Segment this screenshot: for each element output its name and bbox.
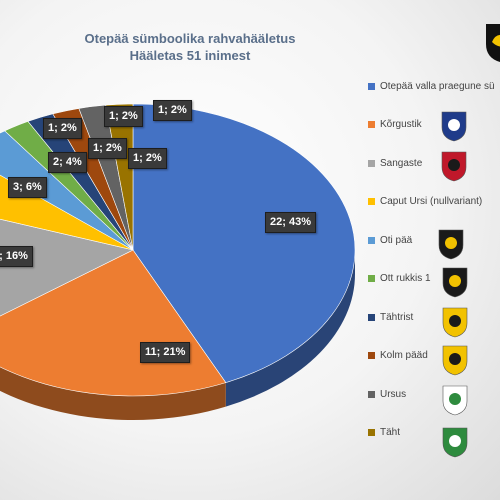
- pie-slice-1: [132, 103, 356, 383]
- three-heads-crest-icon: [442, 345, 468, 376]
- chart-title: Otepää sümboolika rahvahääletus: [84, 31, 296, 46]
- star-bear-crest-icon: [442, 427, 468, 458]
- data-label: 2; 4%: [48, 152, 87, 173]
- data-label: 1; 2%: [153, 100, 192, 121]
- legend-swatch: [368, 429, 375, 436]
- legend-item: Oti pää: [368, 232, 412, 248]
- data-label: 1; 2%: [104, 106, 143, 127]
- legend-label: Ott rukkis 1: [380, 273, 431, 284]
- legend-item: Sangaste: [368, 155, 422, 171]
- data-label: 1; 2%: [43, 118, 82, 139]
- bear-head-crest-icon: [438, 229, 464, 260]
- bear-rye-crest-icon: [442, 267, 468, 298]
- shield-star-icon: [441, 111, 467, 142]
- data-label: 3; 6%: [8, 177, 47, 198]
- legend-swatch: [368, 275, 375, 282]
- data-label: 22; 43%: [265, 212, 316, 233]
- shield-logo-icon: [486, 24, 500, 62]
- legend-item: Kolm pääd: [368, 348, 428, 364]
- legend-label: Kolm pääd: [380, 350, 428, 361]
- pie-side-2: [0, 366, 226, 420]
- legend-label: Oti pää: [380, 234, 413, 246]
- legend-item: Otepää valla praegune sü: [368, 78, 495, 94]
- castle-crest-icon: [441, 151, 467, 182]
- bear-star-crest-icon: [442, 307, 468, 338]
- data-label: 11; 21%: [140, 342, 191, 363]
- legend-swatch: [368, 236, 375, 244]
- chart-title-block: Otepää sümboolika rahvahääletus Hääletas…: [40, 30, 340, 64]
- legend-item: Kõrgustik: [368, 117, 422, 133]
- legend-item: Ott rukkis 1: [368, 271, 431, 287]
- legend-label: Tähtrist: [380, 311, 414, 323]
- legend-item: Täht: [368, 425, 400, 441]
- bear-hills-crest-icon: [442, 385, 468, 416]
- legend-swatch: [368, 390, 375, 398]
- legend-label: Sangaste: [380, 157, 423, 169]
- legend-label: Otepää valla praegune sü: [380, 80, 495, 92]
- legend-label: Caput Ursi (nullvariant): [380, 196, 483, 207]
- legend-label: Ursus: [380, 388, 407, 400]
- pie-side-1: [225, 250, 355, 407]
- data-label: 1; 2%: [128, 148, 167, 169]
- legend-swatch: [368, 82, 375, 90]
- legend-swatch: [368, 352, 375, 359]
- legend-label: Kõrgustik: [380, 119, 422, 130]
- chart-subtitle: Hääletas 51 inimest: [129, 48, 251, 63]
- legend-swatch: [368, 313, 375, 321]
- pie-slice-3: [0, 218, 134, 317]
- legend-item: Caput Ursi (nullvariant): [368, 194, 482, 210]
- data-label: 8; 16%: [0, 246, 33, 267]
- legend-swatch: [368, 198, 375, 205]
- data-label: 1; 2%: [88, 138, 127, 159]
- legend-item: Tähtrist: [368, 309, 413, 325]
- legend-item: Ursus: [368, 386, 406, 402]
- legend-swatch: [368, 121, 375, 128]
- legend-swatch: [368, 159, 375, 167]
- legend-label: Täht: [380, 427, 401, 438]
